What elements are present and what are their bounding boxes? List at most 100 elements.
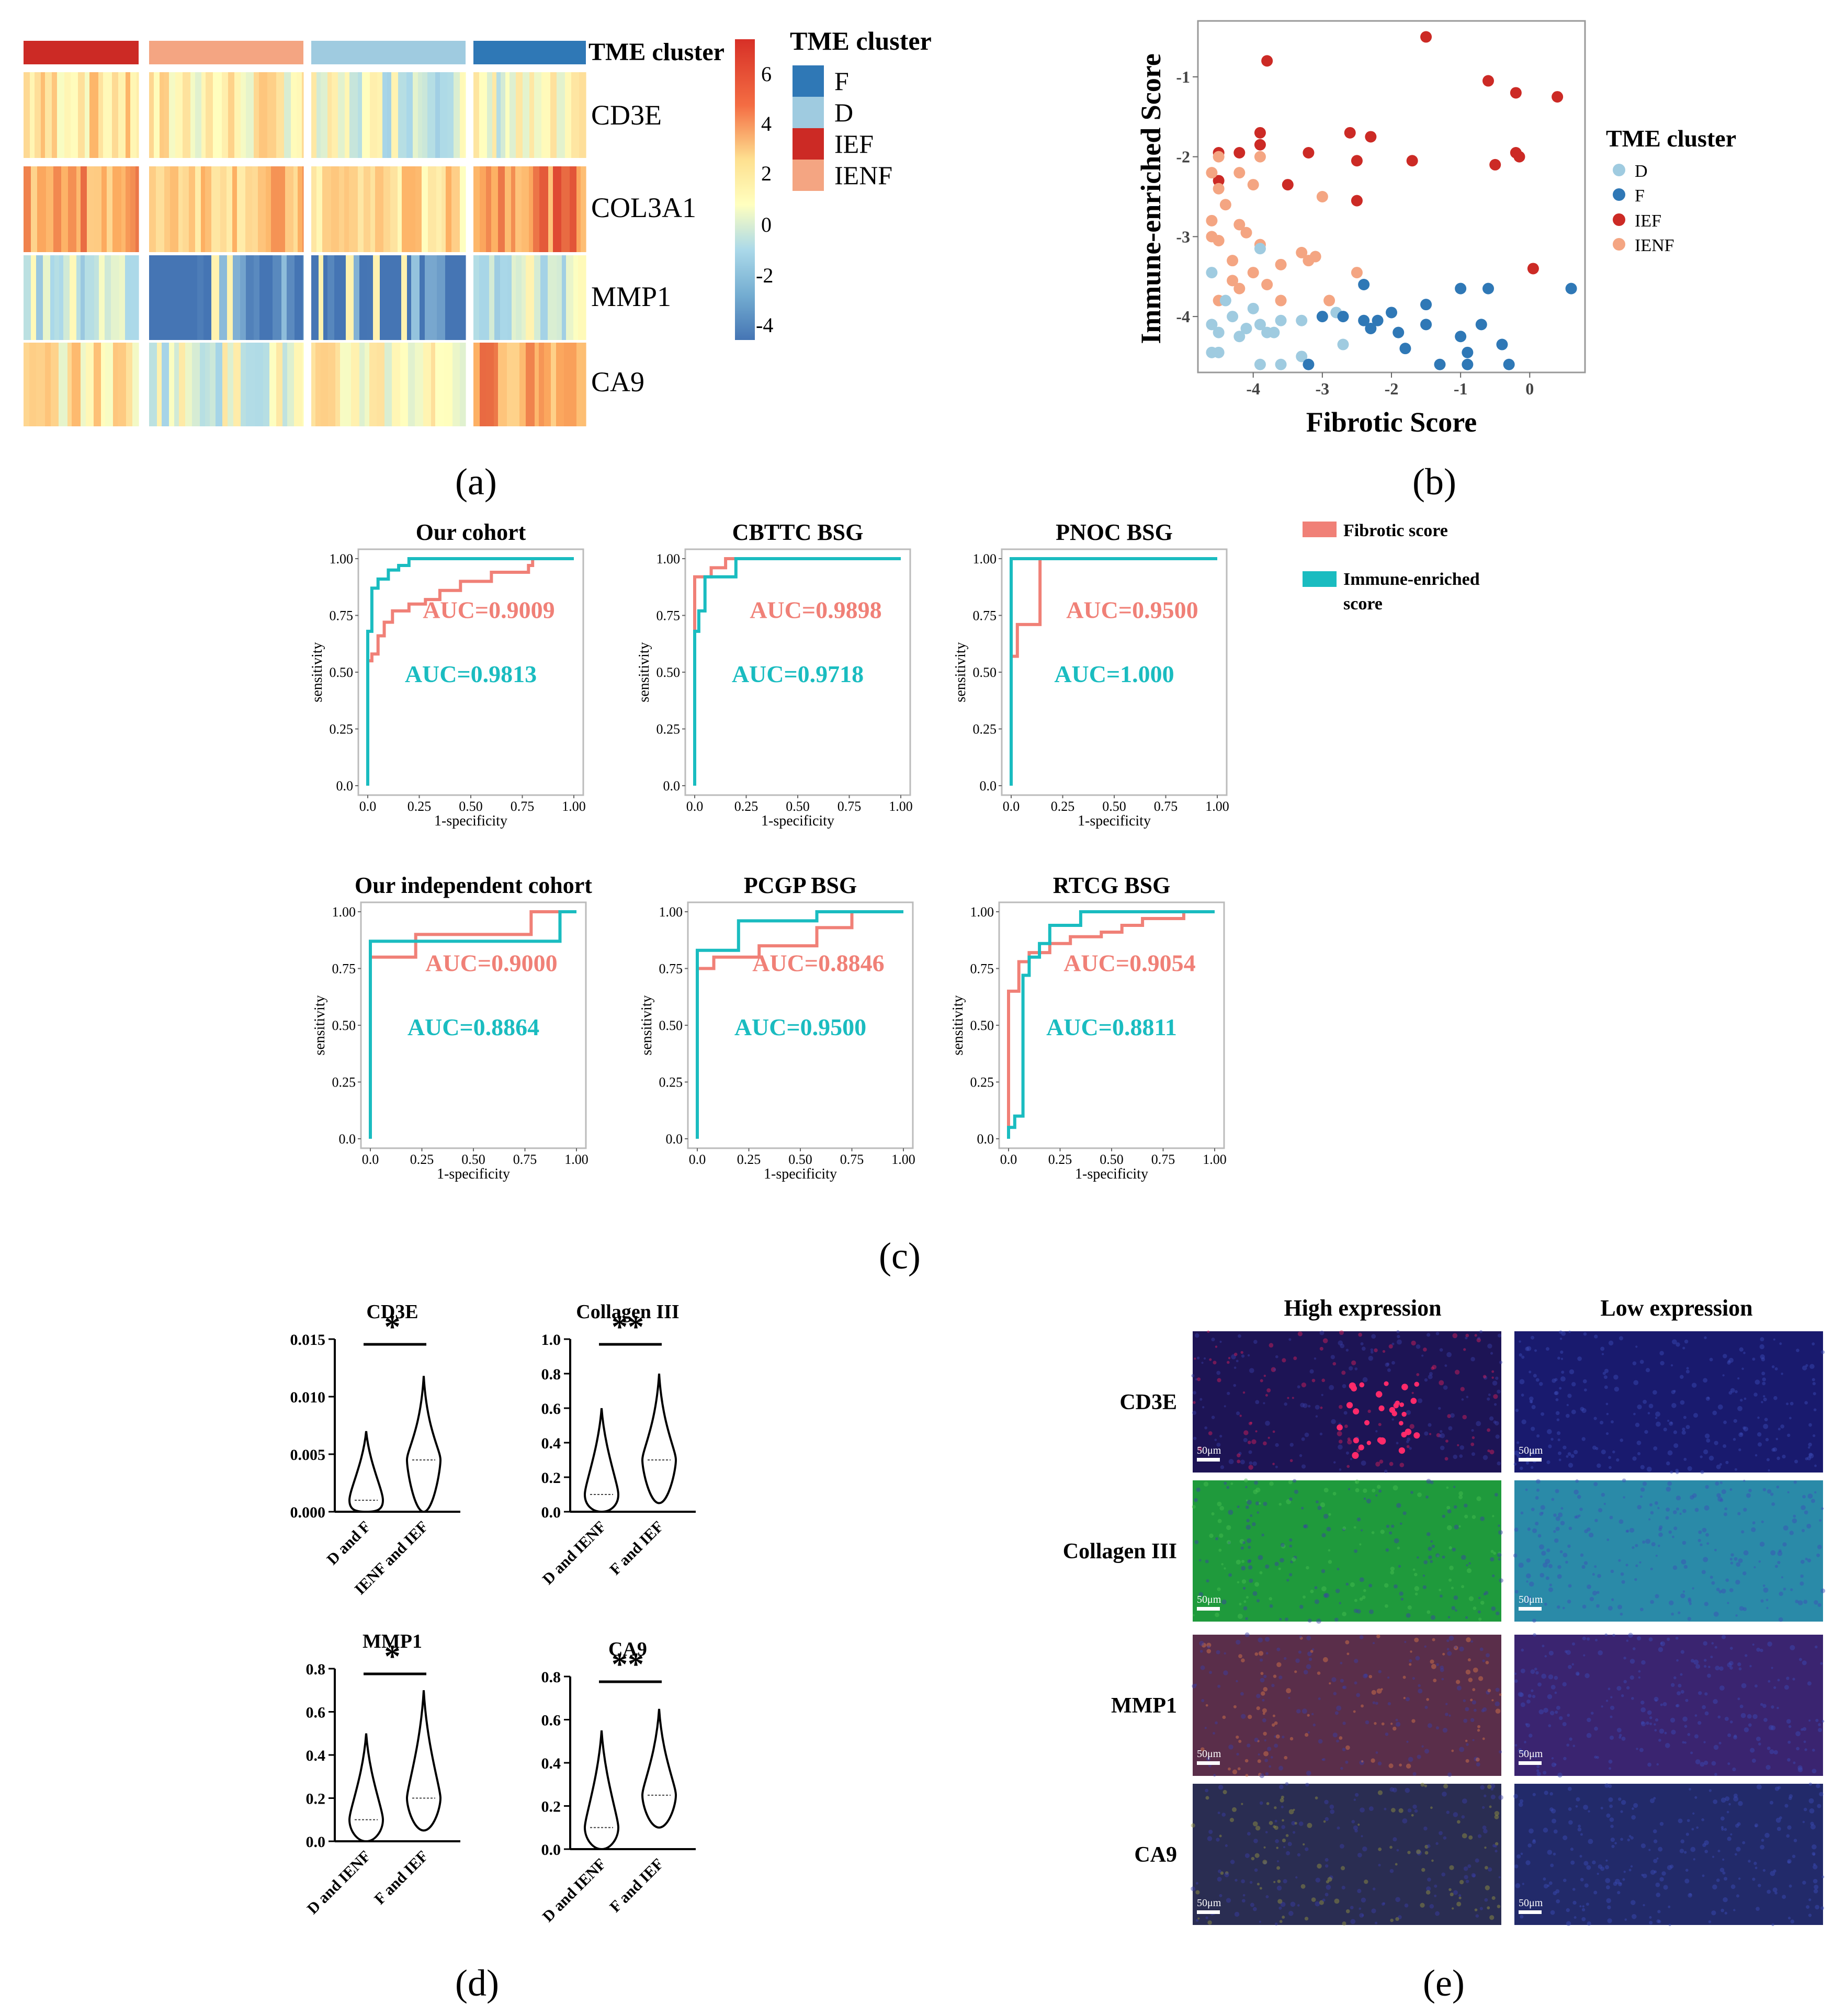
microscopy-texture: [1583, 1805, 1588, 1810]
microscopy-texture: [1395, 1863, 1398, 1866]
heatmap-cell: [431, 343, 436, 426]
microscopy-texture: [1677, 1691, 1681, 1695]
microscopy-texture: [1635, 1345, 1638, 1348]
microscopy-texture: [1618, 1882, 1622, 1887]
microscopy-texture: [1753, 1392, 1758, 1397]
microscopy-texture: [1497, 1389, 1501, 1394]
microscopy-texture: [1749, 1664, 1752, 1668]
scatter-point-ienf: [1233, 219, 1246, 231]
microscopy-texture: [1337, 1568, 1340, 1571]
microscopy-texture: [1703, 1741, 1706, 1743]
microscopy-texture: [1467, 1658, 1471, 1662]
microscopy-texture: [1817, 1603, 1821, 1607]
microscopy-texture: [1787, 1433, 1791, 1437]
scatter-point-d: [1213, 326, 1225, 338]
microscopy-texture: [1610, 1420, 1614, 1424]
heatmap-cell: [24, 343, 30, 426]
violin-shape: [405, 1376, 442, 1513]
microscopy-texture: [1633, 1380, 1639, 1386]
panel-label-e: (e): [1423, 1962, 1465, 2004]
microscopy-texture: [1474, 1757, 1479, 1762]
microscopy-texture: [1323, 1820, 1326, 1823]
scatter-point-f: [1462, 358, 1474, 370]
heatmap-cell: [171, 255, 179, 340]
scatter-point-ienf: [1296, 246, 1308, 258]
microscopy-texture: [1599, 1421, 1604, 1425]
microscopy-texture: [1442, 1555, 1445, 1559]
microscopy-texture: [1541, 1412, 1545, 1416]
microscopy-texture: [1196, 1356, 1200, 1360]
microscopy-texture: [1723, 1512, 1727, 1516]
microscopy-texture: [1417, 1850, 1422, 1856]
violin-category-label: D and IENF: [539, 1855, 609, 1926]
microscopy-texture: [1321, 1378, 1326, 1383]
microscopy-texture: [1666, 1487, 1671, 1492]
microscopy-texture: [1727, 1733, 1731, 1737]
heatmap-cell: [276, 343, 283, 426]
microscopy-texture: [1648, 1403, 1654, 1409]
microscopy-texture: [1713, 1745, 1719, 1750]
roc-y-tick-label: 1.00: [973, 551, 997, 567]
microscopy-texture: [1514, 1744, 1518, 1747]
scatter-point-ienf: [1303, 255, 1315, 267]
microscopy-texture: [1492, 1515, 1495, 1517]
microscopy-texture: [1274, 1743, 1278, 1748]
microscopy-texture: [1695, 1759, 1701, 1764]
microscopy-texture: [1550, 1684, 1556, 1690]
heatmap-cell: [339, 166, 345, 252]
roc-y-tick-label: 0.0: [980, 778, 997, 794]
microscopy-texture: [1700, 1455, 1703, 1458]
x-tick-label: -4: [1246, 379, 1260, 398]
microscopy-texture: [1733, 1909, 1736, 1911]
microscopy-texture: [1442, 1728, 1448, 1733]
microscopy-texture: [1690, 1495, 1694, 1500]
heatmap-cell: [271, 166, 280, 252]
microscopy-texture: [1227, 1391, 1230, 1395]
microscopy-texture: [1790, 1588, 1793, 1591]
heatmap-cell: [246, 255, 254, 340]
heatmap-cell: [452, 255, 461, 340]
microscopy-texture: [1583, 1388, 1587, 1392]
microscopy-texture: [1353, 1825, 1358, 1830]
scatter-point-f: [1455, 282, 1467, 295]
roc-y-tick-label: 0.50: [330, 665, 354, 680]
microscopy-texture: [1555, 1526, 1560, 1531]
microscopy-texture: [1257, 1883, 1260, 1886]
microscopy-texture: [1738, 1558, 1743, 1563]
microscopy-texture: [1721, 1797, 1726, 1803]
microscopy-texture: [1808, 1442, 1812, 1447]
microscopy-texture: [1761, 1520, 1764, 1523]
microscopy-texture: [1536, 1488, 1540, 1492]
heatmap-cell: [460, 343, 466, 426]
heatmap-cell: [76, 255, 81, 340]
heatmap-cell: [291, 72, 297, 158]
microscopy-texture: [1237, 1613, 1243, 1619]
microscopy-texture: [1220, 1871, 1224, 1875]
cd3e-positive-cell: [1398, 1447, 1406, 1454]
microscopy-texture: [1802, 1727, 1807, 1731]
gene-label-ca9: CA9: [591, 366, 644, 398]
microscopy-texture: [1723, 1897, 1728, 1902]
microscopy-texture: [1247, 1354, 1250, 1357]
microscopy-texture: [1563, 1835, 1568, 1840]
microscopy-texture: [1633, 1803, 1638, 1808]
auc-label-fibrotic: AUC=0.9054: [1063, 950, 1195, 977]
cd3e-positive-cell: [1413, 1432, 1420, 1439]
microscopy-texture: [1724, 1877, 1728, 1881]
microscopy-texture: [1264, 1739, 1266, 1742]
microscopy-texture: [1297, 1385, 1300, 1389]
legend-label-d: D: [834, 98, 853, 127]
microscopy-texture: [1563, 1445, 1567, 1449]
microscopy-texture: [1360, 1342, 1364, 1346]
microscopy-texture: [1253, 1838, 1258, 1843]
scatter-point-d: [1268, 326, 1280, 338]
heatmap-cell: [316, 72, 321, 158]
microscopy-texture: [1737, 1697, 1740, 1701]
microscopy-texture: [1465, 1616, 1468, 1619]
roc-xlabel: 1-specificity: [1075, 1166, 1148, 1182]
microscopy-texture: [1307, 1618, 1312, 1623]
microscopy-texture: [1466, 1564, 1468, 1567]
microscopy-texture: [1367, 1409, 1371, 1413]
heatmap-cell: [72, 343, 81, 426]
microscopy-texture: [1424, 1705, 1428, 1709]
